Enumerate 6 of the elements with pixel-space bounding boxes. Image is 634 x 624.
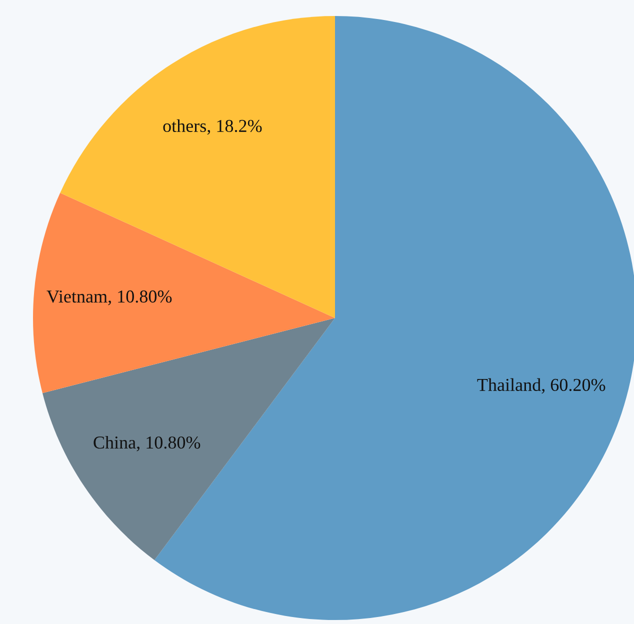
pie-slice [42, 318, 335, 560]
slice-label: others, 18.2% [163, 119, 262, 135]
pie-slice [33, 192, 335, 394]
slice-label: Vietnam, 10.80% [46, 290, 172, 306]
slice-label: Thailand, 60.20% [477, 378, 606, 394]
slice-label: China, 10.80% [94, 436, 200, 452]
